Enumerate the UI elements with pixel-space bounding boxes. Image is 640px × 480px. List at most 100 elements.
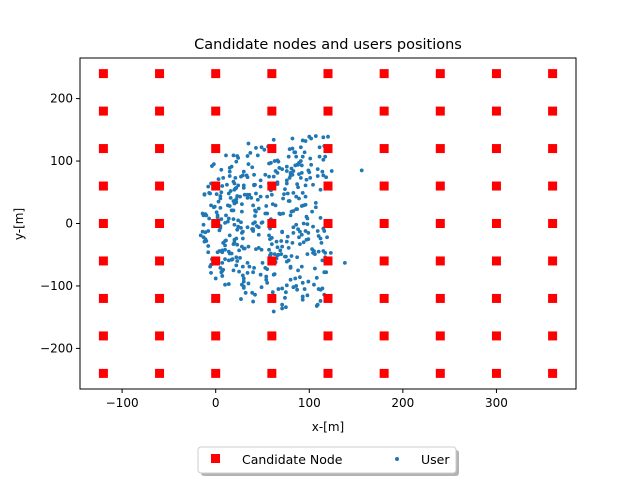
- user-point: [268, 237, 272, 242]
- user-point: [234, 159, 239, 164]
- candidate-node-point: [548, 293, 558, 303]
- candidate-node-point: [211, 368, 221, 378]
- user-point: [262, 147, 267, 152]
- user-point: [313, 266, 317, 271]
- candidate-node-point: [491, 144, 501, 154]
- user-point: [298, 275, 302, 280]
- user-point: [213, 276, 218, 281]
- user-point: [302, 287, 307, 291]
- candidate-node-point: [98, 256, 108, 266]
- user-point: [287, 147, 292, 152]
- candidate-node-point: [267, 106, 277, 116]
- user-point: [235, 242, 240, 247]
- legend-marker-user: [395, 457, 399, 461]
- user-point: [256, 206, 261, 211]
- user-point: [306, 168, 311, 173]
- user-point: [207, 216, 212, 221]
- user-point: [227, 233, 232, 238]
- plot-area: [98, 69, 558, 378]
- user-point: [300, 154, 305, 159]
- user-point: [271, 309, 276, 314]
- user-point: [250, 290, 255, 295]
- candidate-node-point: [548, 181, 558, 191]
- candidate-node-point: [491, 219, 501, 228]
- user-point: [274, 239, 279, 244]
- user-point: [254, 191, 258, 196]
- user-point: [329, 169, 334, 173]
- user-point: [219, 190, 224, 195]
- y-tick-label: 0: [65, 217, 73, 231]
- candidate-node-point: [491, 293, 501, 303]
- user-point: [206, 184, 211, 189]
- user-point: [298, 159, 303, 163]
- candidate-node-point: [155, 69, 165, 79]
- legend-box: [197, 446, 457, 474]
- user-point: [218, 196, 223, 201]
- user-point: [234, 263, 239, 268]
- user-point: [264, 277, 269, 282]
- user-point: [281, 211, 285, 216]
- user-point: [249, 195, 254, 200]
- user-point: [310, 209, 314, 214]
- user-point: [216, 177, 221, 182]
- user-point: [291, 230, 296, 235]
- user-point: [231, 268, 236, 273]
- user-point: [319, 240, 324, 245]
- user-point: [220, 184, 225, 188]
- candidate-node-point: [379, 69, 389, 79]
- candidate-node-point: [435, 256, 445, 266]
- user-point: [308, 156, 313, 161]
- user-point: [283, 187, 287, 192]
- user-point: [240, 244, 244, 249]
- user-point: [291, 209, 296, 213]
- legend-marker-candidate-node: [211, 454, 220, 463]
- user-point: [260, 260, 265, 265]
- user-point: [208, 264, 212, 269]
- user-point: [276, 252, 281, 257]
- user-point: [245, 195, 250, 200]
- candidate-node-point: [548, 69, 558, 79]
- user-point: [226, 249, 231, 254]
- user-point: [291, 191, 296, 195]
- user-point: [269, 161, 273, 165]
- candidate-node-point: [435, 69, 445, 79]
- chart-title: Candidate nodes and users positions: [194, 37, 462, 53]
- user-point: [305, 222, 310, 227]
- user-point: [271, 137, 276, 142]
- user-point: [283, 295, 287, 300]
- user-point: [309, 136, 314, 141]
- user-point: [316, 249, 321, 254]
- candidate-node-point: [323, 69, 333, 79]
- user-point: [278, 248, 283, 253]
- user-point: [294, 222, 299, 227]
- user-point: [359, 168, 364, 173]
- user-point: [223, 282, 227, 287]
- user-point: [321, 173, 326, 178]
- user-point: [311, 182, 315, 187]
- user-point: [258, 272, 263, 277]
- user-point: [288, 213, 293, 218]
- user-point: [321, 135, 326, 140]
- candidate-node-point: [98, 144, 108, 154]
- user-point: [286, 245, 291, 250]
- user-point: [229, 257, 234, 262]
- user-point: [258, 194, 263, 199]
- user-point: [322, 270, 327, 275]
- user-point: [271, 174, 276, 179]
- user-point: [315, 302, 320, 307]
- user-point: [297, 235, 301, 240]
- candidate-node-point: [98, 69, 108, 79]
- candidate-node-point: [435, 368, 445, 378]
- user-point: [226, 282, 231, 286]
- user-point: [234, 197, 239, 202]
- user-point: [216, 199, 221, 204]
- user-point: [241, 276, 246, 281]
- user-point: [297, 196, 301, 201]
- user-point: [324, 175, 329, 180]
- user-point: [231, 217, 236, 222]
- candidate-node-point: [211, 69, 221, 79]
- user-point: [234, 255, 239, 260]
- user-point: [224, 238, 228, 243]
- candidate-node-point: [211, 144, 221, 154]
- candidate-node-point: [435, 181, 445, 191]
